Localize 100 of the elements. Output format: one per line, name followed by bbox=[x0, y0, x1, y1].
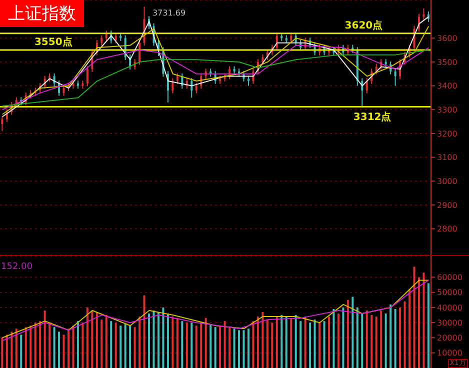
bar bbox=[20, 334, 22, 368]
bar bbox=[228, 327, 231, 368]
bar bbox=[82, 322, 84, 368]
bar bbox=[413, 266, 416, 368]
bar bbox=[337, 314, 340, 368]
bar bbox=[129, 326, 132, 368]
bar bbox=[96, 312, 98, 368]
bar bbox=[328, 316, 330, 368]
bar bbox=[390, 304, 392, 368]
bar bbox=[375, 316, 378, 368]
candlestick bbox=[100, 34, 103, 46]
bar bbox=[242, 330, 245, 368]
candlestick bbox=[366, 78, 368, 94]
bar bbox=[252, 321, 254, 368]
bar bbox=[238, 330, 240, 368]
bar bbox=[266, 320, 268, 368]
y-tick-label: 3000 bbox=[437, 176, 458, 186]
bar bbox=[394, 308, 396, 368]
bar bbox=[219, 326, 222, 368]
y-tick-label: 3200 bbox=[437, 129, 458, 138]
bar bbox=[152, 310, 155, 368]
bar bbox=[195, 326, 198, 368]
bar bbox=[418, 277, 420, 368]
bar bbox=[166, 314, 169, 368]
bar bbox=[53, 327, 56, 368]
candlestick bbox=[86, 66, 88, 87]
bar bbox=[58, 332, 60, 368]
bar bbox=[256, 316, 259, 368]
candlestick bbox=[176, 72, 178, 84]
bar bbox=[110, 321, 112, 368]
bar bbox=[10, 332, 13, 368]
bar bbox=[427, 283, 430, 368]
bar bbox=[285, 316, 288, 368]
bar bbox=[44, 310, 46, 368]
bar bbox=[346, 300, 349, 368]
bar bbox=[176, 318, 178, 368]
bar bbox=[224, 321, 226, 368]
bar bbox=[422, 272, 425, 368]
bar bbox=[210, 324, 212, 368]
candlestick bbox=[290, 32, 292, 44]
bar bbox=[204, 318, 207, 368]
bar bbox=[134, 327, 136, 368]
bar bbox=[15, 328, 18, 368]
bar bbox=[262, 312, 264, 368]
ref-line-label: 3550点 bbox=[34, 36, 72, 48]
bar bbox=[361, 314, 364, 368]
bar bbox=[114, 322, 117, 368]
bar bbox=[67, 328, 70, 368]
bar bbox=[148, 314, 150, 368]
bar bbox=[342, 307, 344, 368]
bar bbox=[233, 328, 236, 368]
bar bbox=[120, 326, 122, 368]
y-tick-label: 20000 bbox=[437, 334, 462, 343]
bar bbox=[39, 321, 42, 368]
bar bbox=[181, 321, 184, 368]
bar bbox=[186, 322, 188, 368]
y-tick-label: 3300 bbox=[437, 105, 458, 114]
bar bbox=[276, 316, 278, 368]
bar bbox=[214, 327, 216, 368]
y-tick-label: 60000 bbox=[437, 273, 462, 282]
candlestick bbox=[1, 116, 4, 132]
bar bbox=[124, 324, 126, 368]
bar bbox=[190, 322, 193, 368]
bar bbox=[172, 316, 174, 368]
candlestick bbox=[394, 68, 396, 86]
candlestick bbox=[262, 54, 264, 66]
y-tick-label: 30000 bbox=[437, 318, 462, 328]
y-tick-label: 50000 bbox=[437, 288, 462, 298]
bar bbox=[304, 316, 306, 368]
bar bbox=[323, 321, 326, 368]
bar bbox=[366, 310, 368, 368]
bar bbox=[356, 307, 358, 368]
y-tick-label: 3400 bbox=[437, 82, 458, 91]
bar bbox=[162, 307, 164, 368]
bar bbox=[309, 322, 312, 368]
bar bbox=[157, 312, 160, 368]
y-tick-label: 3500 bbox=[437, 58, 458, 67]
bar bbox=[399, 307, 402, 368]
bar bbox=[271, 322, 274, 368]
bar bbox=[318, 322, 321, 368]
chart-title: 上证指数 bbox=[0, 0, 84, 27]
y-tick-label: 2800 bbox=[437, 224, 458, 234]
ref-line-label: 3312点 bbox=[353, 110, 392, 123]
bar bbox=[91, 310, 94, 368]
ref-line-label: 3620点 bbox=[344, 19, 383, 32]
bar bbox=[6, 334, 8, 368]
bar bbox=[380, 310, 382, 368]
bar bbox=[408, 289, 411, 368]
annotation: 3731.69 bbox=[152, 8, 186, 18]
bar bbox=[300, 321, 302, 368]
bar bbox=[24, 327, 27, 368]
bar bbox=[48, 322, 51, 368]
bar bbox=[404, 301, 406, 368]
y-tick-label: 3100 bbox=[437, 153, 458, 162]
bar bbox=[294, 315, 297, 368]
candlestick bbox=[247, 75, 250, 86]
y-tick-label: 10000 bbox=[437, 348, 462, 358]
bar bbox=[370, 315, 373, 368]
bar bbox=[384, 314, 387, 368]
bar bbox=[290, 318, 292, 368]
